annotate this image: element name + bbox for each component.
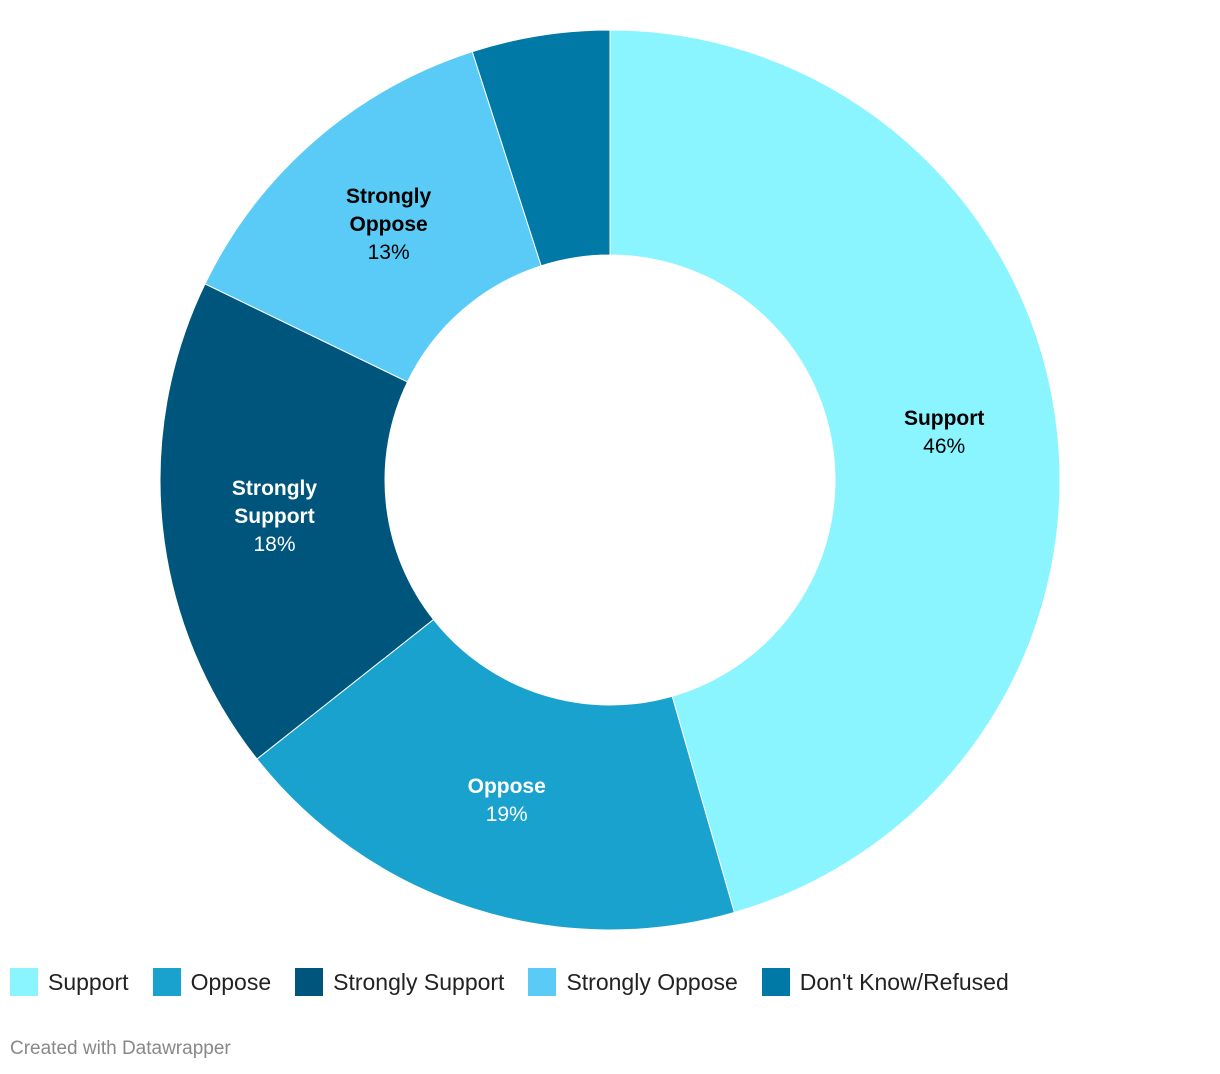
- legend-label: Strongly Oppose: [566, 968, 738, 995]
- slice-name: Strongly Support: [231, 476, 318, 528]
- slice-value: 19%: [485, 803, 528, 827]
- legend: Support Oppose Strongly Support Strongly Op…: [10, 968, 1009, 996]
- slice-label: Oppose 19%: [442, 773, 572, 829]
- legend-item: Support: [10, 968, 129, 996]
- slice-label: Strongly Support 18%: [209, 475, 339, 559]
- legend-label: Don't Know/Refused: [799, 968, 1009, 995]
- slice-value: 13%: [367, 241, 410, 265]
- legend-label: Oppose: [190, 968, 272, 995]
- legend-label: Strongly Support: [333, 968, 505, 995]
- legend-swatch: [761, 968, 790, 996]
- legend-swatch: [295, 968, 324, 996]
- legend-swatch: [152, 968, 181, 996]
- slice: [159, 283, 435, 760]
- slice-name: Support: [903, 406, 985, 430]
- slice-name: Oppose: [467, 775, 546, 799]
- slice-name: Strongly Oppose: [346, 185, 432, 237]
- legend-swatch: [528, 968, 557, 996]
- legend-item: Strongly Support: [295, 968, 504, 996]
- slice: [471, 29, 611, 267]
- legend-item: Oppose: [152, 968, 272, 996]
- footer: Created with Datawrapper: [10, 1038, 231, 1059]
- slice-label: Strongly Oppose 13%: [324, 183, 454, 267]
- slice: [256, 618, 735, 931]
- legend-label: Support: [48, 968, 129, 995]
- slice: [609, 29, 1061, 914]
- legend-item: Strongly Oppose: [528, 968, 738, 996]
- legend-item: Don't Know/Refused: [761, 968, 1009, 996]
- chart: [159, 29, 1061, 931]
- slice: [204, 50, 542, 383]
- legend-swatch: [10, 968, 38, 996]
- slice-label: Support 46%: [879, 405, 1009, 461]
- slice-value: 46%: [923, 434, 966, 458]
- slice-value: 18%: [253, 532, 296, 556]
